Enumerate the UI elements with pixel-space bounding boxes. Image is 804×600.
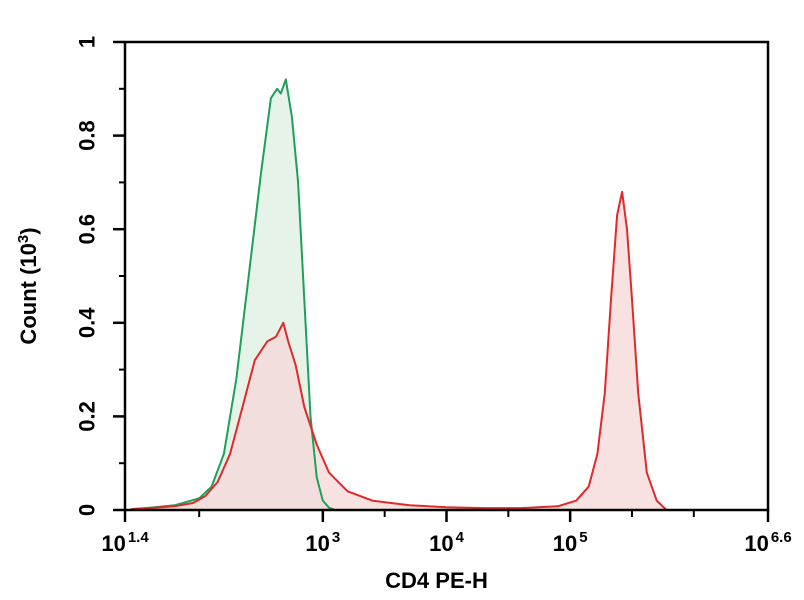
y-tick-label: 0.4 xyxy=(75,307,100,338)
x-axis-title: CD4 PE-H xyxy=(385,568,488,593)
x-tick-label: 10 4 xyxy=(429,529,464,556)
y-tick-label: 0 xyxy=(75,504,100,516)
series-layer xyxy=(131,78,668,511)
series-2-line xyxy=(131,190,668,511)
y-tick-label: 1 xyxy=(75,36,100,48)
x-tick-label: 10 6.6 xyxy=(744,529,791,556)
series-1-line xyxy=(131,78,336,511)
labels-layer: 0 0.2 0.4 0.6 0.8 1 10 1.4 10 3 10 4 10 5 10 6.6 CD4 PE-… xyxy=(15,36,792,593)
x-tick-label: 10 3 xyxy=(305,529,340,556)
y-tick-label: 0.8 xyxy=(75,120,100,151)
series-2-area xyxy=(131,191,667,511)
y-tick-label: 0.6 xyxy=(75,214,100,245)
axes-layer xyxy=(113,40,770,522)
x-tick-label: 10 5 xyxy=(553,529,588,556)
y-axis-title: Count (103) xyxy=(15,227,41,344)
plot-frame xyxy=(123,40,770,512)
x-tick-label: 10 1.4 xyxy=(101,529,149,556)
y-tick-label: 0.2 xyxy=(75,401,100,432)
